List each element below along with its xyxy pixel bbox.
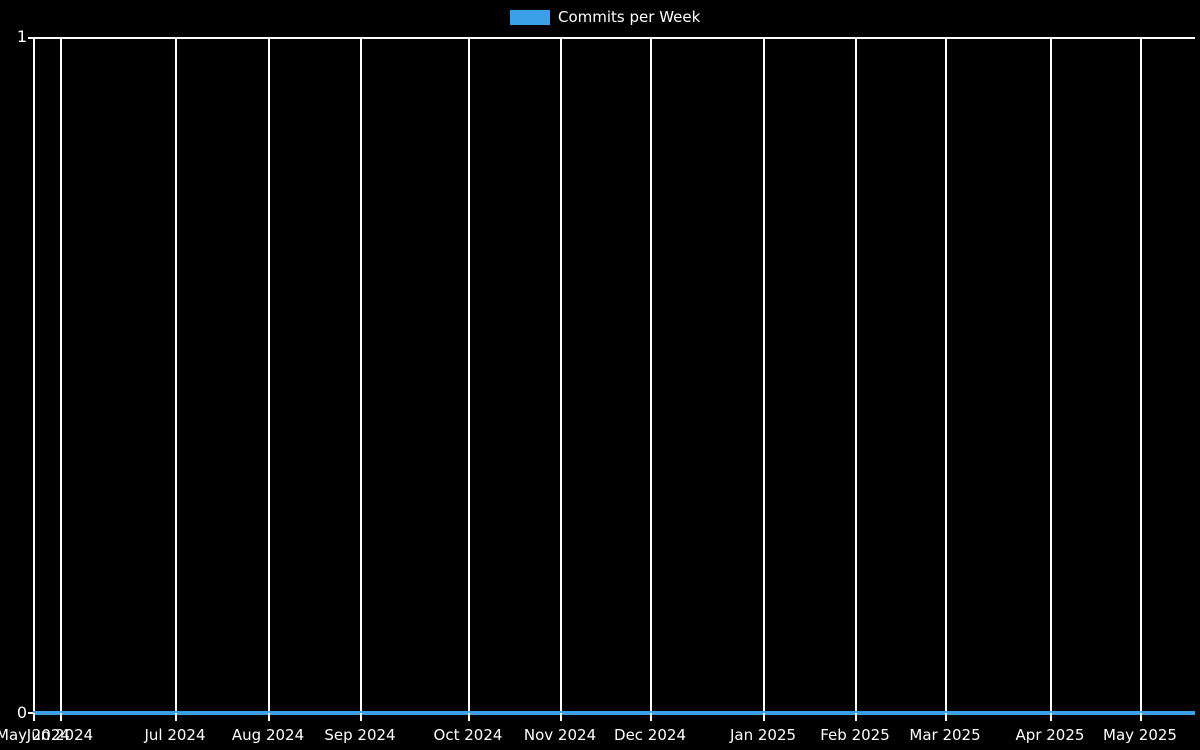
x-axis-tick-label-apr-2025: Apr 2025 bbox=[1015, 726, 1085, 744]
x-axis-tick-label-jul-2024: Jul 2024 bbox=[144, 726, 206, 744]
x-axis-tick-label-nov-2024: Nov 2024 bbox=[523, 726, 597, 744]
gridline-apr-2025 bbox=[1050, 37, 1052, 713]
x-axis-tick-label-sep-2024: Sep 2024 bbox=[324, 726, 396, 744]
x-axis-tick-mark-apr-2025 bbox=[1050, 713, 1052, 721]
x-axis-tick-mark-jan-2025 bbox=[763, 713, 765, 721]
gridline-aug-2024 bbox=[268, 37, 270, 713]
chart-legend: Commits per Week bbox=[510, 6, 700, 28]
x-axis-tick-label-jan-2025: Jan 2025 bbox=[729, 726, 797, 744]
gridline-jun-2024 bbox=[60, 37, 62, 713]
y-axis-tick-label-top: 1 bbox=[16, 27, 27, 46]
x-axis-tick-label-mar-2025: Mar 2025 bbox=[909, 726, 981, 744]
x-axis-tick-mark-jul-2024 bbox=[175, 713, 177, 721]
gridline-sep-2024 bbox=[360, 37, 362, 713]
x-axis-tick-label-jun-2024: Jun 2024 bbox=[26, 726, 94, 744]
plot-area bbox=[33, 37, 1195, 713]
gridline-oct-2024 bbox=[468, 37, 470, 713]
x-axis-tick-label-oct-2024: Oct 2024 bbox=[433, 726, 503, 744]
x-axis-tick-label-dec-2024: Dec 2024 bbox=[614, 726, 686, 744]
axis-spine-left bbox=[33, 37, 35, 713]
x-axis-tick-mark-dec-2024 bbox=[650, 713, 652, 721]
x-axis-tick-mark-may-2025 bbox=[1140, 713, 1142, 721]
y-axis-tick-label-bottom: 0 bbox=[16, 703, 27, 722]
x-axis-tick-label-aug-2024: Aug 2024 bbox=[231, 726, 305, 744]
x-axis-tick-mark-may-2024 bbox=[33, 713, 35, 721]
x-axis-tick-mark-mar-2025 bbox=[945, 713, 947, 721]
gridline-jan-2025 bbox=[763, 37, 765, 713]
x-axis-tick-mark-sep-2024 bbox=[360, 713, 362, 721]
x-axis-tick-mark-nov-2024 bbox=[560, 713, 562, 721]
gridline-jul-2024 bbox=[175, 37, 177, 713]
legend-swatch-commits-per-week bbox=[510, 9, 550, 25]
axis-spine-top bbox=[33, 37, 1195, 39]
y-axis-tick-mark-top bbox=[28, 37, 34, 39]
y-axis-tick-mark-bottom bbox=[28, 712, 34, 714]
x-axis-tick-mark-oct-2024 bbox=[468, 713, 470, 721]
gridline-may-2025 bbox=[1140, 37, 1142, 713]
x-axis-tick-label-may-2025: May 2025 bbox=[1103, 726, 1177, 744]
legend-label-commits-per-week: Commits per Week bbox=[558, 7, 701, 26]
x-axis-tick-mark-aug-2024 bbox=[268, 713, 270, 721]
gridline-mar-2025 bbox=[945, 37, 947, 713]
x-axis-tick-label-feb-2025: Feb 2025 bbox=[820, 726, 890, 744]
x-axis-tick-mark-feb-2025 bbox=[855, 713, 857, 721]
series-line-commits-per-week bbox=[33, 711, 1195, 715]
x-axis-tick-label-may-2024: May 2024 bbox=[0, 726, 70, 744]
gridline-nov-2024 bbox=[560, 37, 562, 713]
gridline-feb-2025 bbox=[855, 37, 857, 713]
x-axis-tick-mark-jun-2024 bbox=[60, 713, 62, 721]
gridline-dec-2024 bbox=[650, 37, 652, 713]
